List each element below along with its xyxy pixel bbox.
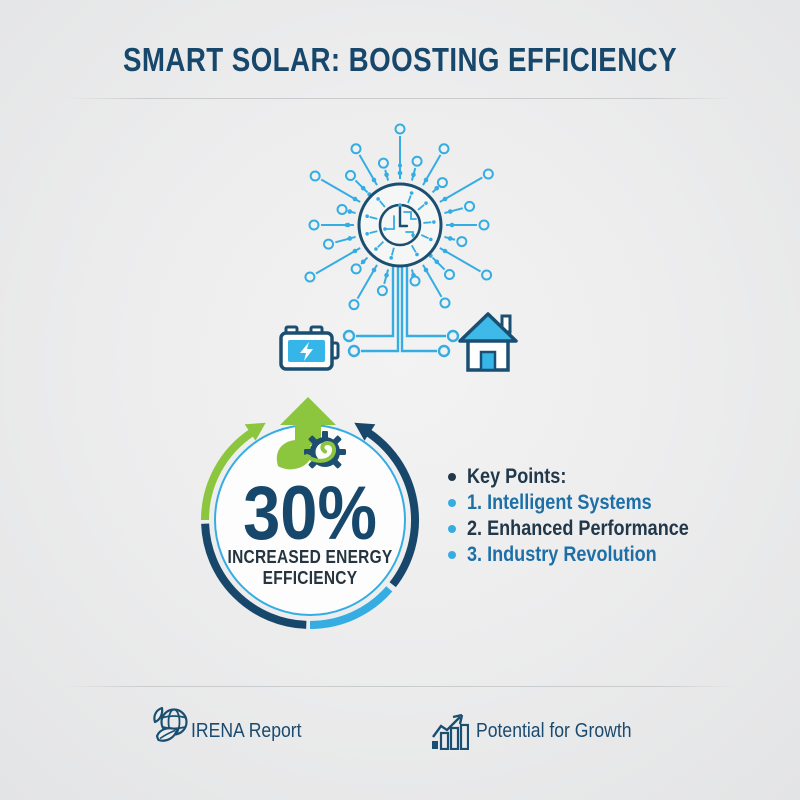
battery-storage-icon [279, 325, 340, 371]
smart-home-icon [458, 312, 518, 372]
key-points-list: Key Points: 1. Intelligent Systems 2. En… [448, 464, 725, 568]
growth-chart-icon [432, 713, 469, 750]
bottom-divider [64, 686, 736, 687]
bullet-icon [448, 551, 456, 559]
key-points-header-row: Key Points: [448, 464, 725, 490]
green-arc-arrowhead [244, 422, 266, 441]
bullet-icon [448, 499, 456, 507]
key-point-1: 1. Intelligent Systems [467, 491, 652, 514]
circuit-detail [383, 203, 417, 238]
eco-gear-icon [304, 431, 346, 469]
list-item: 2. Enhanced Performance [448, 516, 725, 542]
footer-source-label: IRENA Report [191, 720, 302, 742]
badge-ring [201, 397, 419, 630]
efficiency-label-line2: EFFICIENCY [262, 568, 358, 588]
navy-arc-arrowhead [354, 422, 376, 441]
efficiency-badge: 30% INCREASED ENERGY EFFICIENCY [195, 393, 425, 635]
solar-network-hub-icon [304, 123, 494, 358]
bullet-icon [448, 525, 456, 533]
key-points-header: Key Points: [467, 465, 567, 488]
footer-growth-label: Potential for Growth [476, 720, 632, 742]
top-divider [64, 98, 736, 99]
growth-arrow-icon [280, 397, 336, 445]
efficiency-percent: 30% [243, 471, 377, 556]
key-point-3: 3. Industry Revolution [467, 543, 657, 566]
list-item: 3. Industry Revolution [448, 542, 725, 568]
bullet-icon [448, 473, 456, 481]
list-item: 1. Intelligent Systems [448, 490, 725, 516]
efficiency-label-line1: INCREASED ENERGY [227, 547, 393, 567]
key-point-2: 2. Enhanced Performance [467, 517, 689, 540]
page-title: SMART SOLAR: BOOSTING EFFICIENCY [123, 41, 677, 78]
grid-connector-lines [356, 263, 446, 353]
eco-globe-icon [153, 706, 188, 742]
